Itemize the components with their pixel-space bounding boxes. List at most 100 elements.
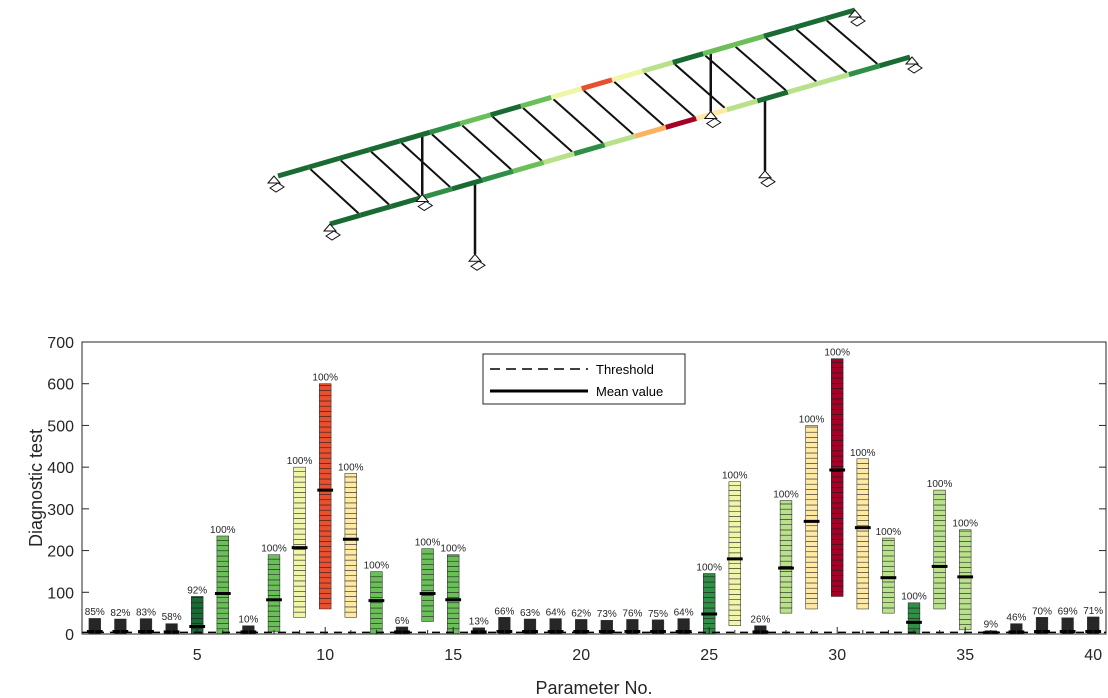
support-columns	[421, 51, 767, 255]
bar-cell	[267, 605, 281, 612]
bar-cell	[933, 520, 946, 527]
bar-cell	[319, 400, 332, 407]
bar-cell	[216, 540, 229, 546]
bar-cell	[728, 589, 741, 595]
bar-cell	[344, 611, 357, 618]
bar-cell	[703, 592, 716, 598]
bar-cell	[370, 623, 383, 630]
bar-cell	[882, 581, 895, 588]
percent-label-3: 83%	[136, 608, 156, 619]
bar-cell	[447, 607, 460, 614]
bar-cell	[856, 463, 869, 469]
bar-cell	[447, 618, 460, 624]
bar-cell	[447, 560, 460, 567]
bar-cell	[319, 416, 332, 423]
bearing-icon	[757, 169, 776, 188]
bar-cell	[728, 609, 741, 616]
bar-cell	[831, 393, 844, 400]
percent-label-19: 64%	[546, 608, 566, 619]
y-axis-title: Diagnostic test	[26, 429, 46, 547]
bar-cell	[319, 515, 332, 521]
bar-cell	[805, 468, 818, 475]
bar-cell	[344, 513, 357, 519]
bar-cell	[882, 607, 895, 614]
bar-cell	[831, 523, 844, 530]
bar-cell	[319, 603, 332, 610]
bar-cell	[370, 618, 383, 624]
legend-box	[482, 353, 686, 405]
bar-cell	[805, 598, 818, 605]
girder-segment	[611, 68, 644, 83]
bar-cell	[370, 607, 383, 614]
bar-cell	[344, 606, 357, 613]
bar-cell	[933, 582, 946, 589]
bar-cell	[216, 555, 229, 562]
bar-cell	[267, 600, 281, 607]
bar-cell	[728, 505, 741, 512]
bar-cell	[344, 565, 357, 571]
girder-segment	[848, 63, 881, 77]
bar-cell	[575, 619, 588, 624]
percent-label-21: 73%	[597, 609, 617, 620]
bar-cell	[779, 500, 793, 505]
cross-beams	[309, 19, 878, 215]
bar-cell	[319, 504, 332, 511]
cross-beam	[492, 116, 543, 162]
bar-cell	[959, 577, 972, 584]
bar-cell	[319, 457, 332, 464]
bar-cell	[319, 452, 332, 459]
bar-cell	[216, 545, 229, 552]
bar-cell	[831, 476, 844, 483]
bar-cell	[831, 367, 844, 374]
bar-cell	[831, 539, 844, 545]
bar-cell	[293, 580, 306, 587]
bar-cell	[831, 513, 844, 519]
bar-cell	[370, 581, 383, 588]
bar-cell	[703, 602, 716, 609]
bar-cell	[370, 571, 383, 578]
bar-cell	[293, 487, 306, 493]
bar-cell	[216, 535, 229, 541]
girder-segment	[634, 124, 667, 139]
bar-cell	[344, 544, 357, 550]
bar-cell	[728, 542, 741, 548]
bar-cell	[831, 585, 844, 592]
parameter-bar-35	[959, 529, 972, 631]
bar-cell	[933, 494, 946, 501]
bar-cell	[344, 601, 357, 608]
bar-cell	[267, 569, 281, 575]
x-axis: 5 10 15 20 25 30 35 40	[94, 627, 1102, 664]
girder-segment	[787, 80, 820, 95]
bar-cell	[805, 582, 818, 589]
bar-cell	[933, 541, 946, 547]
bar-cell	[805, 572, 818, 579]
bar-cell	[805, 442, 818, 449]
girder-segment	[368, 138, 401, 153]
bridge-structure-diagram	[266, 7, 923, 271]
bar-cell	[88, 618, 101, 624]
bar-cell	[344, 570, 357, 576]
bar-cell	[856, 587, 869, 594]
bar-cell	[344, 549, 357, 556]
bar-cell	[831, 362, 844, 368]
bar-cell	[779, 602, 793, 609]
percent-label-30: 100%	[824, 348, 850, 359]
bar-cell	[959, 598, 972, 605]
girder-segment	[338, 147, 370, 161]
bar-cell	[831, 388, 844, 394]
bar-cell	[831, 398, 844, 405]
bar-cell	[779, 555, 793, 562]
bar-cell	[805, 593, 818, 599]
bar-cell	[933, 593, 946, 599]
bearing-icon	[266, 175, 285, 193]
bar-cell	[344, 523, 357, 530]
bar-cell	[882, 586, 895, 593]
bar-cell	[959, 587, 972, 594]
y-tick-label: 600	[47, 377, 74, 394]
bar-cell	[293, 507, 306, 514]
bar-cell	[831, 580, 844, 587]
parameter-bar-33	[907, 602, 921, 635]
bar-cell	[216, 581, 229, 588]
girder-segment	[763, 25, 795, 39]
bar-cell	[319, 582, 332, 589]
